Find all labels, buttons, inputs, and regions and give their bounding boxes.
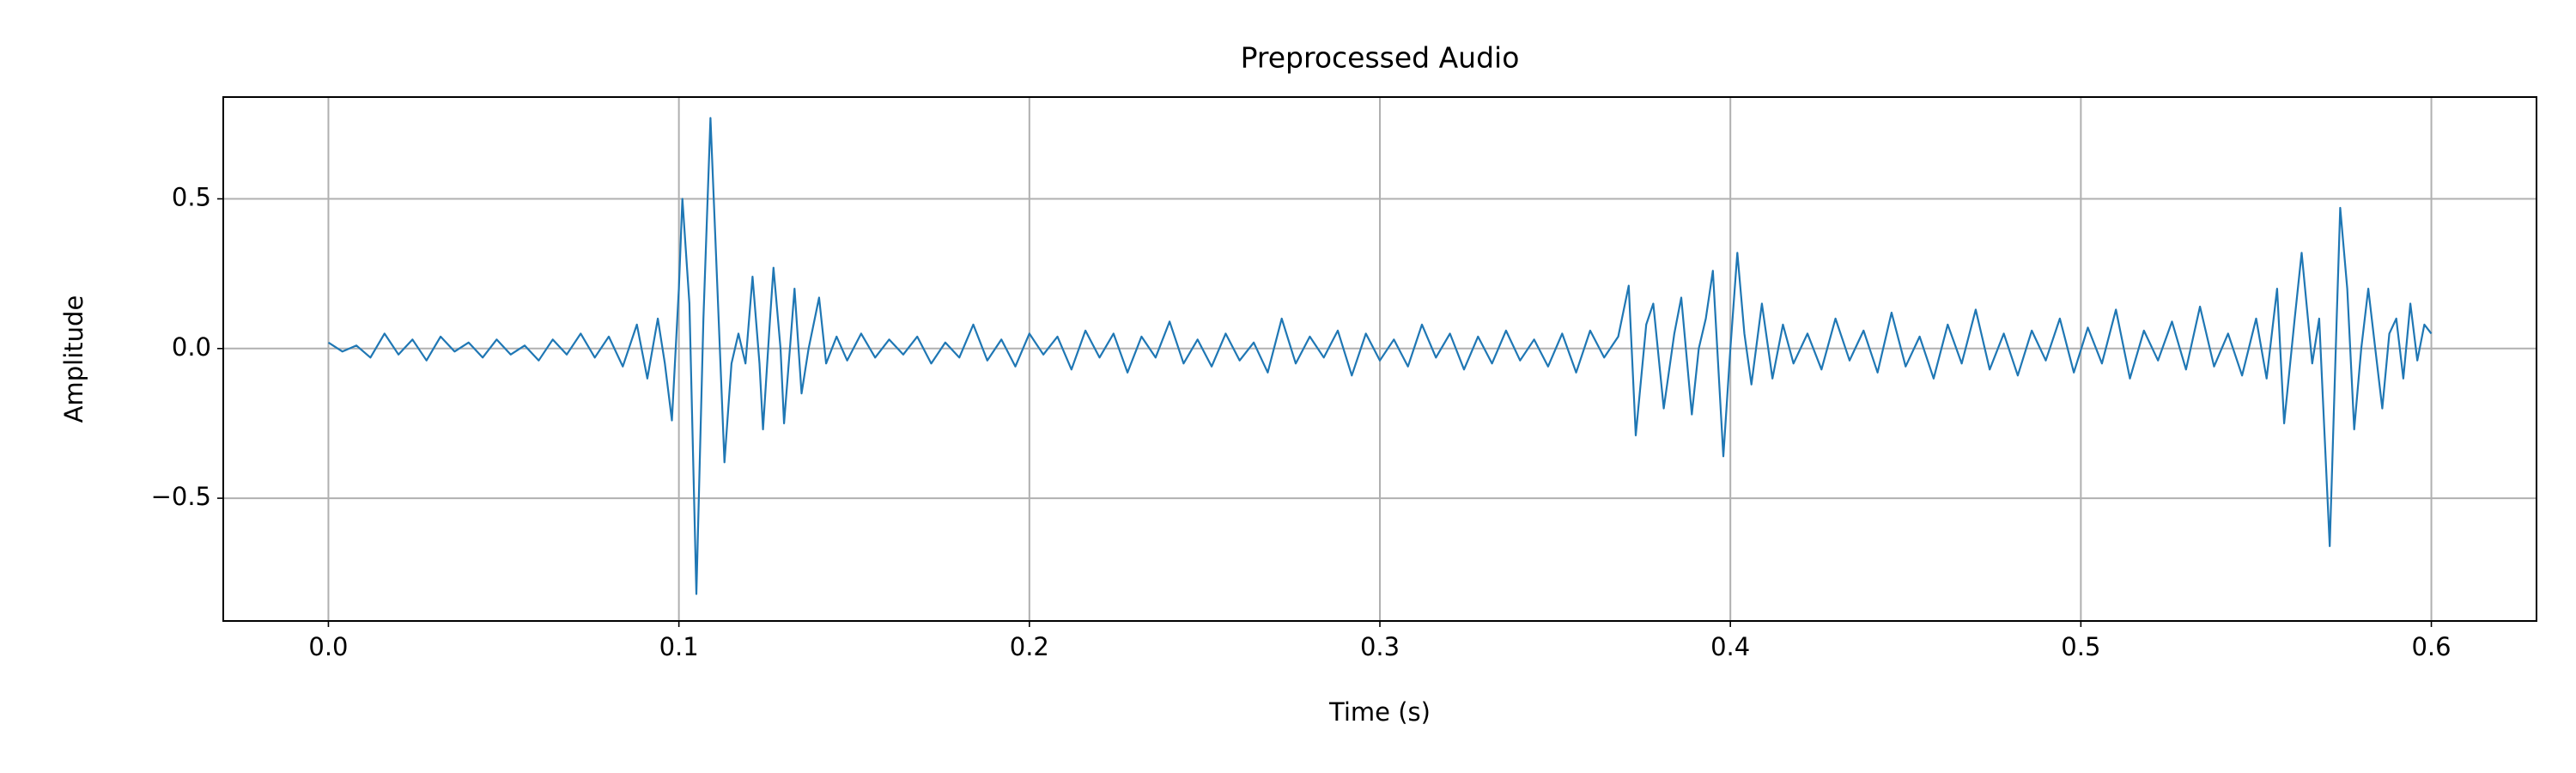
chart-title: Preprocessed Audio xyxy=(1241,41,1520,75)
x-tick-label: 0.2 xyxy=(1010,632,1049,661)
x-axis-label: Time (s) xyxy=(1328,697,1431,727)
y-tick-label: 0.0 xyxy=(172,332,211,362)
x-tick-label: 0.1 xyxy=(659,632,699,661)
x-tick-label: 0.5 xyxy=(2061,632,2100,661)
x-tick-label: 0.3 xyxy=(1360,632,1400,661)
x-tick-label: 0.4 xyxy=(1710,632,1750,661)
plot-frame xyxy=(222,96,2537,622)
y-tick-label: −0.5 xyxy=(151,482,211,511)
x-tick-label: 0.0 xyxy=(308,632,348,661)
y-axis-label: Amplitude xyxy=(59,295,88,423)
waveform-line xyxy=(327,117,2433,595)
y-tick-label: 0.5 xyxy=(172,183,211,212)
x-tick-label: 0.6 xyxy=(2411,632,2451,661)
